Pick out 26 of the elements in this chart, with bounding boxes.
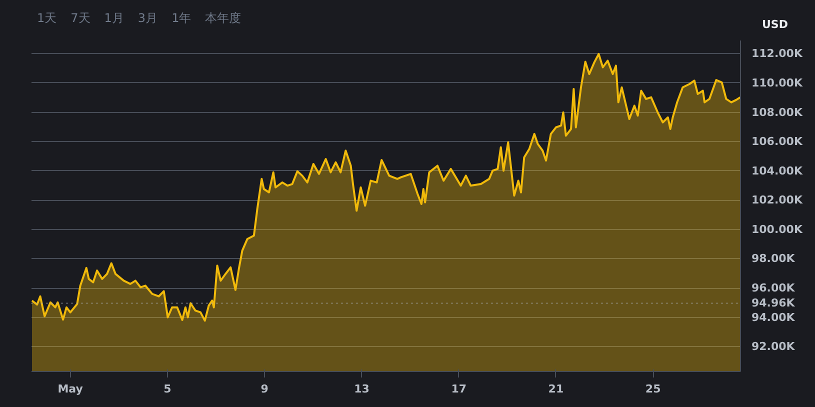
x-tick-label: 13 — [354, 382, 370, 396]
y-tick-label: 108.00K — [752, 106, 803, 119]
text: 1天 — [37, 11, 57, 25]
x-tick-label: 21 — [548, 382, 564, 396]
x-tick-label: 9 — [260, 382, 268, 396]
y-tick-label: 106.00K — [752, 135, 803, 148]
y-tick-label: 96.00K — [752, 282, 796, 295]
x-tick-label: 5 — [164, 382, 172, 396]
y-axis-title: USD — [762, 17, 788, 33]
y-tick-label: 100.00K — [752, 222, 803, 236]
y-tick-label: 104.00K — [752, 164, 803, 178]
x-tick-label: 25 — [645, 382, 661, 396]
y-tick-label: 112.00K — [752, 47, 803, 60]
y-tick-label: 94.00K — [752, 310, 796, 324]
text: 1年 — [172, 11, 192, 25]
text: 7天 — [70, 11, 90, 25]
text: 1月 — [104, 11, 124, 25]
y-tick-label: 92.00K — [752, 340, 796, 354]
x-tick-label: 17 — [451, 382, 466, 396]
ref-line-label: 94.96K — [752, 296, 796, 310]
y-tick-label: 110.00K — [752, 76, 803, 90]
y-tick-label: 102.00K — [752, 194, 803, 207]
text: 本年度 — [205, 11, 242, 25]
x-tick-label: May — [58, 382, 83, 396]
text: 3月 — [138, 11, 158, 25]
y-tick-label: 98.00K — [752, 252, 796, 266]
